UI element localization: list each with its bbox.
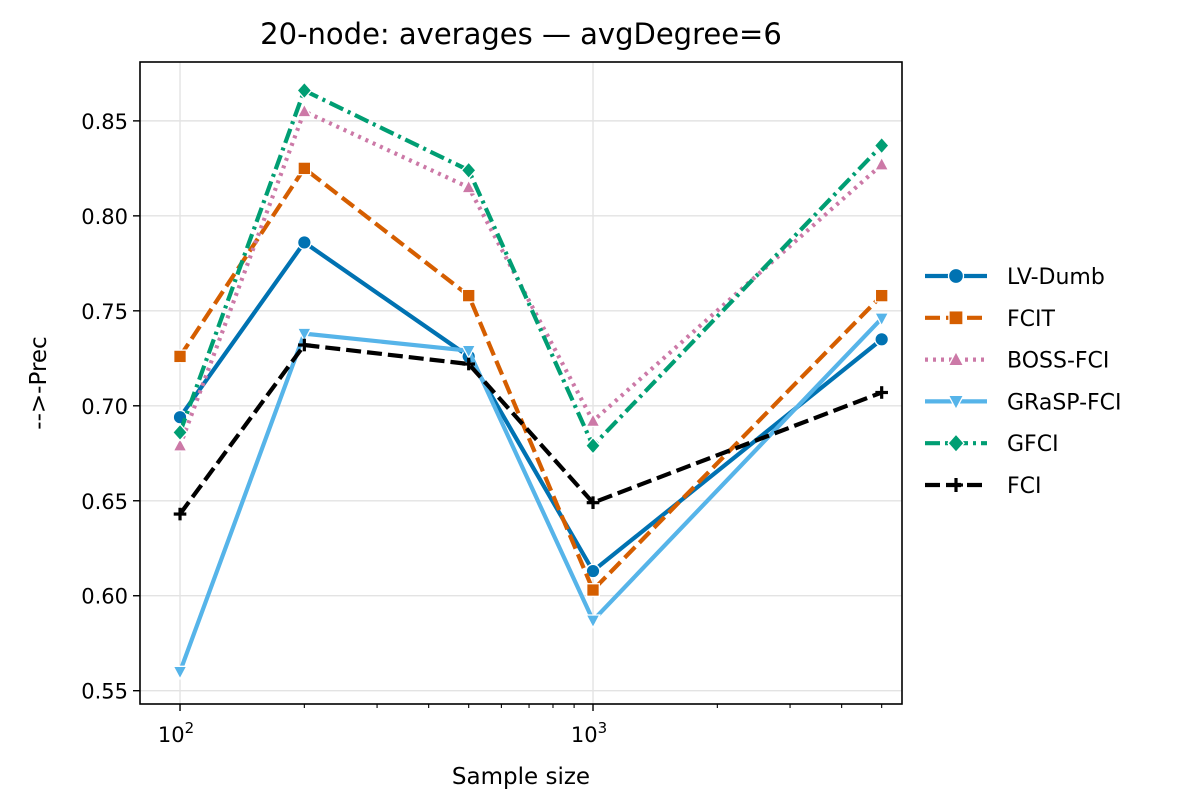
chart-title: 20-node: averages — avgDegree=6 [260,17,782,51]
legend-entry: GFCI [925,432,1059,457]
x-tick-base: 10 [158,723,185,747]
x-tick-exponent: 2 [185,719,195,737]
data-point-square [297,161,312,176]
series-line [178,166,884,593]
x-tick-exponent: 3 [598,719,608,737]
grid-layer [140,62,902,704]
data-point-circle [874,331,890,347]
data-point-diamond [460,161,477,180]
legend-label: FCIT [1007,307,1056,332]
legend-entry: FCIT [925,307,1056,332]
y-tick-label: 0.75 [81,300,128,324]
series-layer [171,81,890,681]
plot-frame [139,61,903,705]
series-gfci [171,81,890,455]
series-line [178,342,883,516]
legend-label: LV-Dumb [1007,265,1105,290]
y-axis-label: -->-Prec [26,336,52,429]
data-point-circle [585,563,601,579]
data-point-triangle-down [460,344,477,360]
legend-label: GRaSP-FCI [1007,390,1122,415]
data-point-triangle-up [296,102,313,118]
data-point-diamond [171,423,189,442]
series-line [178,109,884,447]
legend-entry: FCI [925,474,1042,499]
data-point-triangle-down [873,312,890,327]
data-point-plus [586,496,600,509]
x-tick-label: 103 [571,719,607,747]
series-lv-dumb [172,235,890,579]
data-point-triangle-down [172,665,188,681]
data-point-triangle-down [296,327,313,343]
data-point-triangle-up [947,350,965,367]
data-point-triangle-down [947,394,965,411]
legend-entry: BOSS-FCI [925,349,1109,374]
x-tick-base: 10 [571,723,598,747]
series-fcit [173,161,889,597]
legend-label: BOSS-FCI [1007,349,1109,374]
data-point-diamond [873,136,890,155]
y-tick-label: 0.80 [81,205,128,229]
data-point-square [874,288,889,303]
data-point-triangle-up [873,155,890,171]
data-point-square [948,310,964,326]
data-point-plus [173,507,187,521]
data-point-diamond [584,436,602,455]
data-point-triangle-up [585,412,601,428]
series-line [178,240,884,574]
legend: LV-Dumb FCIT BOSS-FCI GRaSP-FCI GFCI FCI [925,265,1122,499]
y-tick-label: 0.55 [81,680,128,704]
legend-label: GFCI [1007,432,1059,457]
y-tick-label: 0.85 [81,110,128,134]
data-point-triangle-up [460,178,477,194]
data-point-circle [296,235,312,250]
data-point-triangle-up [172,437,188,452]
data-point-triangle-down [585,614,601,630]
data-point-diamond [947,433,965,454]
series-grasp-fci [172,312,890,681]
series-fci [173,338,888,521]
data-point-plus [462,357,475,371]
y-tick-label: 0.70 [81,395,128,419]
x-tick-label: 102 [158,719,194,747]
data-point-circle [947,267,965,285]
data-point-plus [949,478,963,492]
data-point-diamond [296,81,313,100]
y-tick-label: 0.60 [81,585,128,609]
legend-label: FCI [1007,474,1042,499]
legend-entry: LV-Dumb [925,265,1105,290]
x-axis-label: Sample size [452,764,590,790]
data-point-square [586,583,600,597]
legend-entry: GRaSP-FCI [925,390,1122,415]
data-point-square [173,349,187,364]
data-point-plus [875,386,888,399]
data-point-square [461,288,476,303]
data-point-plus [298,338,311,352]
y-tick-label: 0.65 [81,490,128,514]
series-boss-fci [172,102,890,452]
